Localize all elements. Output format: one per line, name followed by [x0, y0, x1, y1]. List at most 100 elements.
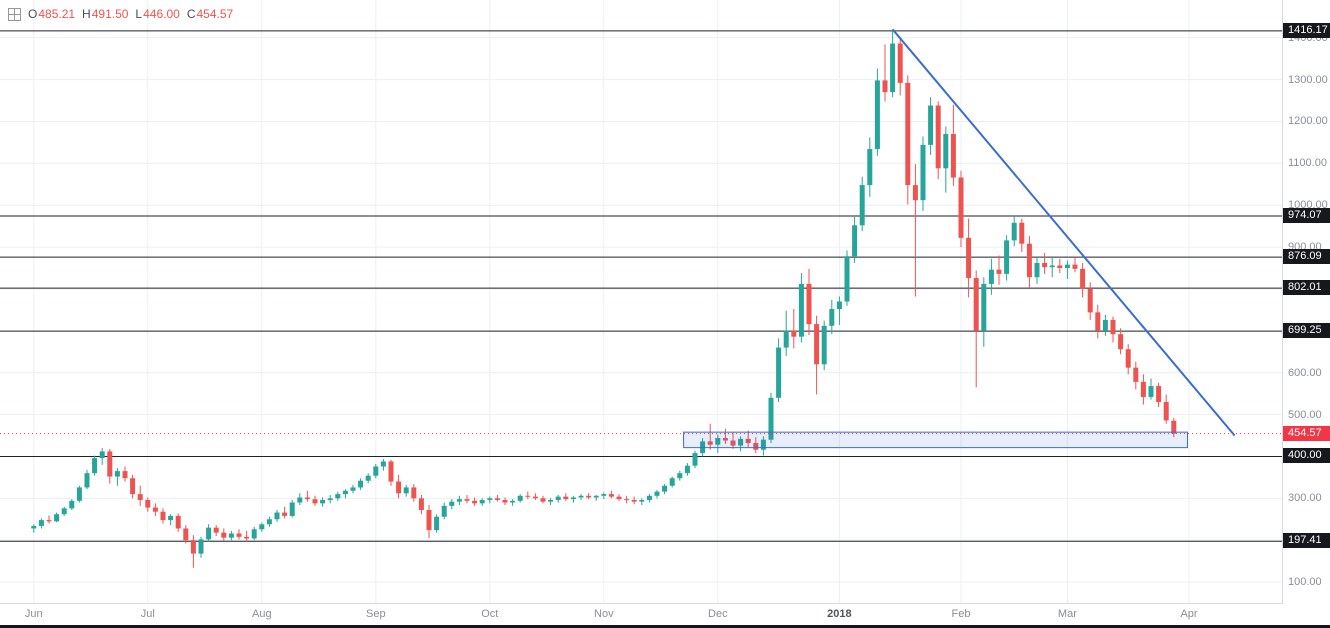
price-level-badge[interactable]: 197.41 — [1283, 533, 1330, 549]
time-axis-label: Feb — [951, 608, 971, 620]
gridlines — [0, 0, 1282, 603]
candle — [692, 450, 698, 469]
candle — [836, 296, 842, 325]
candle — [456, 495, 462, 506]
candle — [213, 525, 219, 536]
candle — [342, 489, 348, 499]
candle — [570, 495, 576, 503]
candle — [168, 514, 174, 526]
candle — [548, 498, 554, 506]
price-axis-label: 1100.00 — [1288, 157, 1327, 170]
candle — [890, 30, 896, 98]
price-level-badge[interactable]: 400.00 — [1283, 448, 1330, 464]
candle — [1171, 418, 1177, 438]
price-axis-label: 500.00 — [1288, 408, 1322, 421]
legend-low-label: L — [135, 7, 143, 21]
candle — [593, 494, 599, 501]
candle — [631, 496, 637, 505]
candle — [1118, 328, 1124, 355]
candle — [502, 497, 508, 506]
candle — [320, 497, 326, 507]
candle — [1087, 282, 1093, 320]
legend-close: C 454.57 — [187, 7, 233, 21]
candle — [297, 493, 303, 506]
price-axis-label: 100.00 — [1288, 576, 1322, 589]
candle — [791, 309, 797, 349]
candle — [806, 268, 812, 335]
candle — [403, 484, 409, 497]
price-level-badge[interactable]: 1416.17 — [1283, 22, 1330, 38]
candle — [760, 436, 766, 456]
candle — [510, 499, 516, 506]
candle — [259, 522, 265, 532]
price-chart-plot[interactable] — [0, 0, 1282, 603]
candle — [821, 320, 827, 371]
price-level-badge[interactable]: 876.09 — [1283, 249, 1330, 265]
time-axis-label: Jul — [140, 608, 155, 620]
candle — [555, 494, 561, 503]
candle — [859, 176, 865, 232]
price-level-badge[interactable]: 802.01 — [1283, 280, 1330, 296]
time-axis[interactable]: Jun Jul Aug Sep Oct Nov Dec 2018 Feb Mar Apr — [0, 603, 1330, 625]
candle — [905, 75, 911, 205]
candle — [646, 494, 652, 503]
candle — [532, 493, 538, 500]
support-zone-rectangle[interactable] — [683, 431, 1188, 449]
candle — [479, 498, 485, 506]
candle — [882, 44, 888, 102]
candle — [38, 518, 44, 529]
time-axis-label: Aug — [252, 608, 272, 620]
candle — [46, 515, 52, 524]
candle — [434, 514, 440, 533]
candle — [829, 299, 835, 335]
last-price-badge: 454.57 — [1283, 425, 1330, 441]
price-level-badge[interactable]: 699.25 — [1283, 323, 1330, 339]
candle — [920, 136, 926, 212]
candle — [608, 490, 614, 499]
legend-close-label: C — [186, 7, 196, 21]
candle — [852, 216, 858, 263]
candle — [494, 494, 500, 502]
candle — [738, 436, 744, 452]
candle — [578, 494, 584, 500]
candle — [190, 535, 196, 568]
candle — [1095, 304, 1101, 339]
price-axis-label: 300.00 — [1288, 492, 1322, 505]
candle — [654, 489, 660, 499]
candles — [31, 30, 1177, 568]
legend-high: H 491.50 — [82, 7, 128, 21]
candle — [335, 491, 341, 501]
candle — [1080, 262, 1086, 298]
candle — [844, 250, 850, 306]
candle — [380, 458, 386, 471]
candle — [722, 428, 728, 444]
candle — [669, 476, 675, 488]
candle — [662, 484, 668, 495]
candle — [540, 495, 546, 504]
grid-icon[interactable] — [8, 7, 21, 21]
candle — [282, 506, 288, 519]
legend-low-value: 446.00 — [143, 7, 180, 21]
price-axis[interactable]: 1400.001300.001200.001100.001000.00900.0… — [1282, 0, 1330, 604]
legend-high-label: H — [82, 7, 91, 21]
candle — [1072, 257, 1078, 273]
candle — [327, 494, 333, 504]
candle — [183, 525, 189, 544]
time-axis-label: Sep — [366, 608, 386, 620]
candle — [988, 258, 994, 295]
candle — [160, 508, 166, 524]
price-level-badge[interactable]: 974.07 — [1283, 208, 1330, 224]
horizontal-level-lines[interactable] — [0, 30, 1282, 542]
candle — [973, 270, 979, 388]
legend-close-value: 454.57 — [196, 7, 234, 21]
legend-open-label: O — [28, 7, 38, 21]
candle — [107, 448, 113, 484]
price-axis-label: 600.00 — [1288, 366, 1322, 379]
candle — [304, 490, 310, 502]
candle — [601, 492, 607, 500]
candle — [525, 491, 531, 500]
candle — [1133, 361, 1139, 390]
candle — [1049, 257, 1055, 278]
trendline[interactable] — [891, 28, 1236, 437]
